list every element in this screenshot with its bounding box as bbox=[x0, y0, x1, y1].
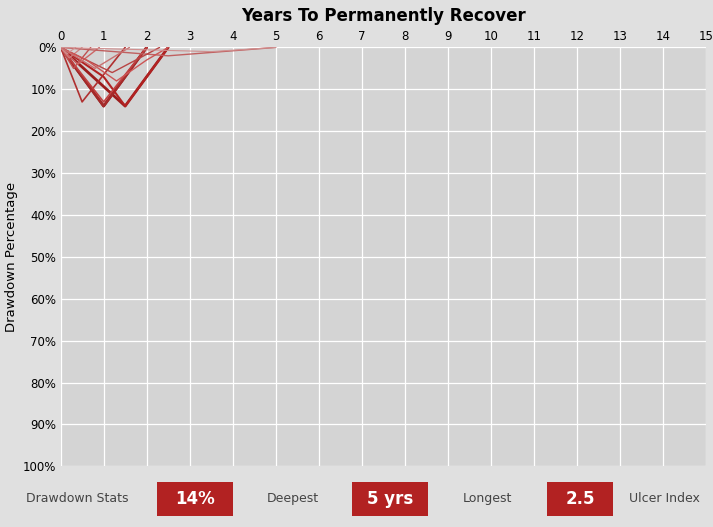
Text: Drawdown Stats: Drawdown Stats bbox=[26, 492, 129, 505]
FancyBboxPatch shape bbox=[352, 482, 428, 515]
Text: 14%: 14% bbox=[175, 490, 215, 508]
Text: Longest: Longest bbox=[463, 492, 512, 505]
FancyBboxPatch shape bbox=[157, 482, 233, 515]
Y-axis label: Drawdown Percentage: Drawdown Percentage bbox=[4, 182, 18, 332]
Text: 2.5: 2.5 bbox=[565, 490, 595, 508]
Text: 5 yrs: 5 yrs bbox=[367, 490, 413, 508]
FancyBboxPatch shape bbox=[547, 482, 613, 515]
Text: Ulcer Index: Ulcer Index bbox=[629, 492, 699, 505]
Text: Deepest: Deepest bbox=[267, 492, 319, 505]
Title: Years To Permanently Recover: Years To Permanently Recover bbox=[241, 6, 525, 25]
